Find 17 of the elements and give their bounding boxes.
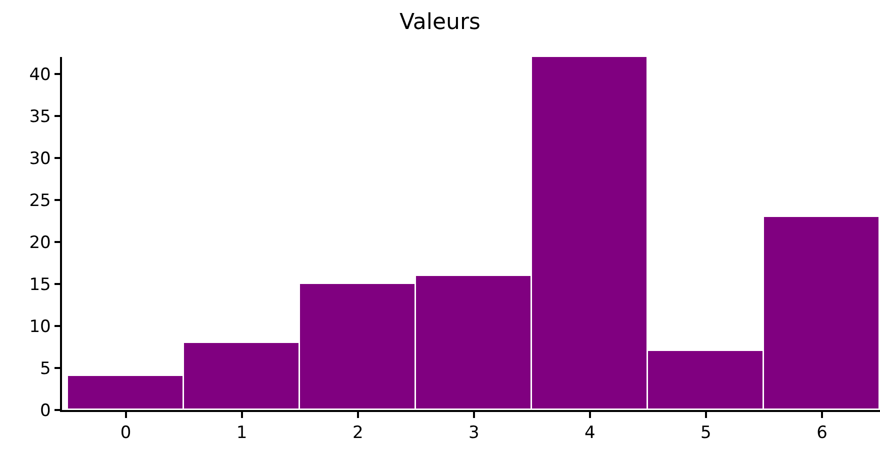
y-tick-label: 15 bbox=[29, 274, 51, 295]
x-tick-label: 3 bbox=[468, 423, 480, 444]
y-tick-label: 25 bbox=[29, 190, 51, 211]
x-tick-label: 5 bbox=[700, 423, 712, 444]
x-tick-label: 4 bbox=[584, 423, 596, 444]
y-tick-label: 0 bbox=[40, 400, 51, 421]
x-tick-label: 0 bbox=[120, 423, 132, 444]
x-tick-label: 1 bbox=[236, 423, 248, 444]
y-tick-label: 5 bbox=[40, 358, 51, 379]
chart-title: Valeurs bbox=[400, 10, 480, 35]
y-tick-label: 40 bbox=[29, 64, 51, 85]
x-tick-label: 6 bbox=[816, 423, 828, 444]
y-tick-label: 35 bbox=[29, 106, 51, 127]
y-tick-label: 10 bbox=[29, 316, 51, 337]
y-tick-label: 30 bbox=[29, 148, 51, 169]
y-tick-label: 20 bbox=[29, 232, 51, 253]
x-tick-label: 2 bbox=[352, 423, 364, 444]
